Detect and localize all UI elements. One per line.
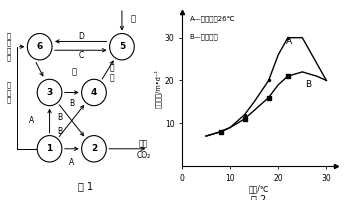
Text: 3: 3 xyxy=(47,88,53,97)
Text: 光: 光 xyxy=(131,14,136,23)
Text: 乙醇: 乙醇 xyxy=(139,139,148,148)
Text: 1: 1 xyxy=(47,144,53,153)
Text: B: B xyxy=(69,99,74,108)
Text: 氧
气: 氧 气 xyxy=(110,63,114,83)
Text: A—日温恒剣26℃: A—日温恒剣26℃ xyxy=(190,15,235,22)
Text: 图 2: 图 2 xyxy=(251,194,267,200)
Text: 一
氧
化
碳: 一 氧 化 碳 xyxy=(6,32,10,61)
Circle shape xyxy=(82,136,106,162)
Text: 2: 2 xyxy=(91,144,97,153)
Text: B: B xyxy=(58,113,63,122)
Text: A: A xyxy=(69,158,75,167)
Text: B—昼夜恒温: B—昼夜恒温 xyxy=(190,34,218,40)
Circle shape xyxy=(27,34,52,60)
Circle shape xyxy=(82,79,106,106)
Text: 水: 水 xyxy=(72,67,77,76)
Text: A: A xyxy=(286,37,292,46)
Text: 6: 6 xyxy=(36,42,43,51)
Circle shape xyxy=(37,136,62,162)
Text: B: B xyxy=(305,80,311,89)
Circle shape xyxy=(37,79,62,106)
Text: 5: 5 xyxy=(119,42,125,51)
Text: CO₂: CO₂ xyxy=(136,151,150,160)
Text: 葡
萄
糖: 葡 萄 糖 xyxy=(6,82,10,103)
Text: C: C xyxy=(78,51,83,60)
Text: A: A xyxy=(29,116,34,125)
Y-axis label: 生长速率/m•d⁻¹: 生长速率/m•d⁻¹ xyxy=(154,70,162,108)
Text: 图 1: 图 1 xyxy=(78,181,93,191)
Text: 4: 4 xyxy=(91,88,97,97)
Text: D: D xyxy=(78,32,84,41)
Text: B: B xyxy=(57,127,62,136)
Circle shape xyxy=(110,34,134,60)
X-axis label: 液温/℃: 液温/℃ xyxy=(249,184,269,193)
